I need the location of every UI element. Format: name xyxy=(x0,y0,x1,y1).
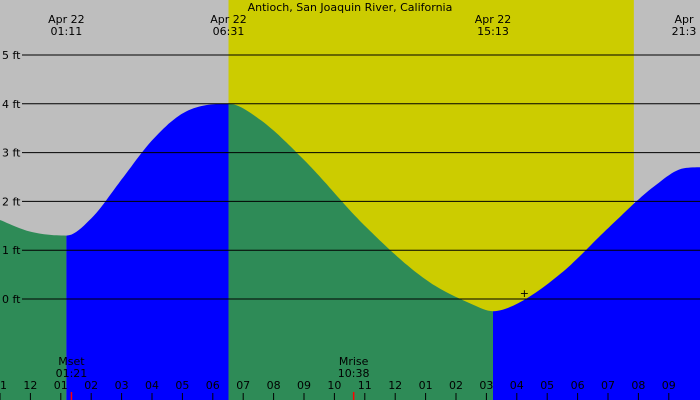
moon-event-label: Mrise xyxy=(339,355,369,368)
y-tick-label: 4 ft xyxy=(2,98,21,111)
x-tick-label: 05 xyxy=(175,379,189,392)
labels: Antioch, San Joaquin River, California A… xyxy=(48,1,696,400)
moon-event-time: 10:38 xyxy=(338,367,370,380)
annotation-marker: + xyxy=(520,287,529,300)
x-tick-label: 12 xyxy=(23,379,37,392)
x-tick-label: 03 xyxy=(115,379,129,392)
x-tick-label: 11 xyxy=(358,379,372,392)
extreme-time-label: 15:13 xyxy=(477,25,509,38)
x-tick-label: 06 xyxy=(206,379,220,392)
falling-tide-segment xyxy=(228,103,493,400)
chart-title: Antioch, San Joaquin River, California xyxy=(248,1,453,14)
extreme-date-label: Apr xyxy=(674,13,694,26)
x-axis: 11 12 01 02 03 04 05 06 07 08 09 10 11 12 01 02 03 04 05 06… xyxy=(0,379,676,400)
x-tick-label: 12 xyxy=(388,379,402,392)
tide-area xyxy=(0,103,700,400)
x-tick-label: 02 xyxy=(449,379,463,392)
rising-tide-segment xyxy=(493,168,684,400)
extreme-date-label: Apr 22 xyxy=(210,13,247,26)
x-tick-label: 01 xyxy=(419,379,433,392)
x-tick-label: 04 xyxy=(145,379,159,392)
x-tick-label: 09 xyxy=(297,379,311,392)
x-tick-label: 07 xyxy=(236,379,250,392)
x-tick-label: 08 xyxy=(267,379,281,392)
extreme-time-label: 06:31 xyxy=(213,25,245,38)
falling-tide-segment xyxy=(0,219,67,400)
y-tick-label: 5 ft xyxy=(2,49,21,62)
x-tick-label: 10 xyxy=(327,379,341,392)
extreme-time-label: 21:3 xyxy=(672,25,697,38)
y-tick-label: 0 ft xyxy=(2,293,21,306)
rising-tide-segment xyxy=(66,103,229,400)
x-tick-label: 06 xyxy=(571,379,585,392)
x-tick-label: 05 xyxy=(540,379,554,392)
extreme-date-label: Apr 22 xyxy=(48,13,85,26)
x-tick-label: 07 xyxy=(601,379,615,392)
y-tick-label: 2 ft xyxy=(2,195,21,208)
gridlines: 0 ft 1 ft 2 ft 3 ft 4 ft 5 ft xyxy=(2,49,700,306)
y-tick-label: 1 ft xyxy=(2,244,21,257)
x-tick-label: 08 xyxy=(631,379,645,392)
x-tick-label: 03 xyxy=(479,379,493,392)
x-tick-label: 09 xyxy=(662,379,676,392)
moon-event-label: Mset xyxy=(58,355,85,368)
x-tick-label: 01 xyxy=(54,379,68,392)
x-tick-label: 02 xyxy=(84,379,98,392)
extreme-date-label: Apr 22 xyxy=(475,13,512,26)
x-tick-label: 04 xyxy=(510,379,524,392)
rising-tide-segment xyxy=(684,167,700,400)
y-tick-label: 3 ft xyxy=(2,147,21,160)
x-tick-label: 11 xyxy=(0,379,7,392)
moon-event-time: 01:21 xyxy=(56,367,88,380)
extreme-time-label: 01:11 xyxy=(51,25,83,38)
